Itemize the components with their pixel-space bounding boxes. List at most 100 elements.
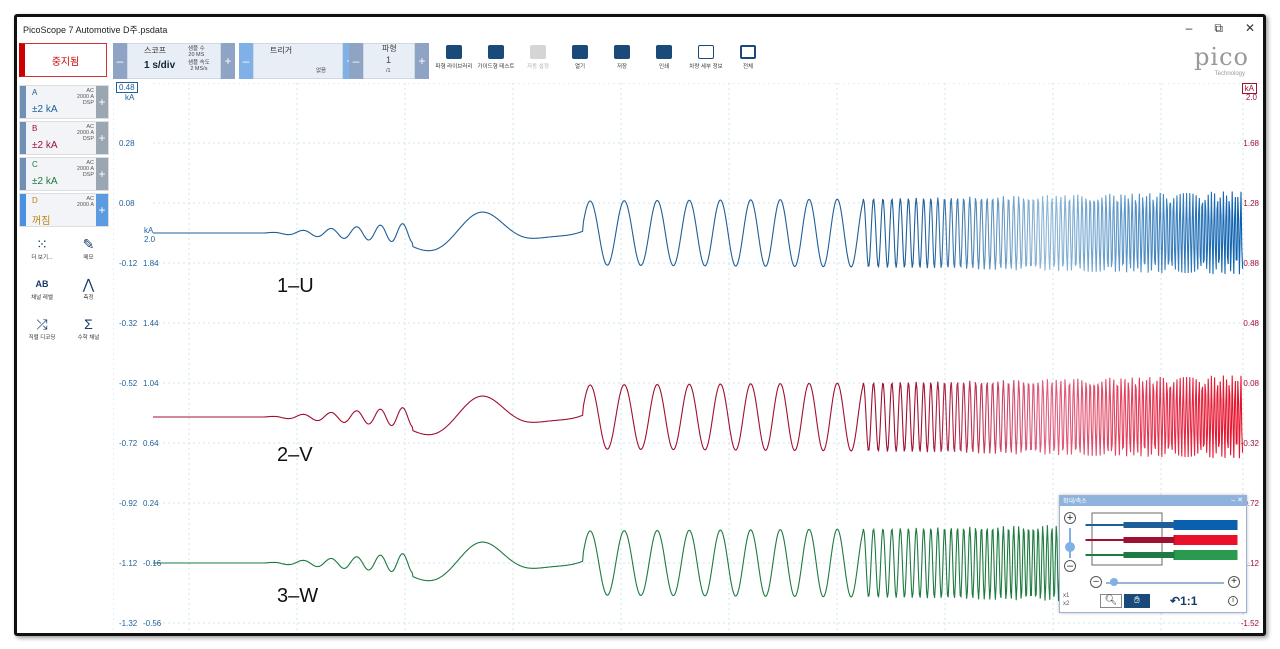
waveform-trace [153, 191, 1244, 275]
axis-tick-label: -1.52 [1240, 619, 1259, 628]
axis-tick-label: 1.44 [143, 319, 159, 328]
zoom-overview-canvas[interactable] [1084, 510, 1240, 570]
annotation-3w[interactable]: 3–W [277, 585, 319, 607]
zoom-in-vertical-button[interactable]: + [1064, 512, 1076, 524]
save-button[interactable]: 저장 [601, 43, 643, 77]
serial-decoding-button[interactable]: ⤮ 직렬 디코딩 [21, 313, 63, 353]
zoom-out-horizontal-button[interactable]: – [1090, 576, 1102, 588]
close-button[interactable]: ✕ [1244, 21, 1255, 35]
waveform-control[interactable]: 파형 1 /1 [363, 43, 415, 79]
serial-icon: ⤮ [36, 316, 48, 332]
axis-tick-label: 1.68 [1243, 139, 1259, 148]
zoom-panel-title: 확대/축소 – ✕ [1060, 496, 1246, 506]
waveform-minus-button[interactable]: – [349, 43, 363, 79]
mid-axis-top: 2.0 [144, 235, 156, 244]
auto-setup-button[interactable]: 자동 설정 [517, 43, 559, 77]
undo-icon: ↶ [1170, 594, 1181, 608]
vehicle-details-button[interactable]: 차량 세부 정보 [685, 43, 727, 77]
vertical-zoom-thumb[interactable] [1065, 542, 1075, 552]
annotation-1u[interactable]: 1–U [277, 275, 314, 297]
axis-tick-label: 0.88 [1243, 259, 1259, 268]
waveform-area[interactable] [112, 82, 1265, 636]
horizontal-zoom-slider[interactable] [1106, 582, 1224, 584]
more-tools-button[interactable]: ⁙ 더 보기... [21, 233, 63, 273]
wand-icon [530, 45, 546, 59]
fullscreen-button[interactable]: 전체 [727, 43, 769, 77]
channel-b-plus[interactable]: + [96, 122, 108, 154]
channel-b[interactable]: B ±2 kA AC 2000 A DSP + [19, 121, 109, 155]
guided-test-button[interactable]: 가이드형 테스트 [475, 43, 517, 77]
channel-c-range: ±2 kA [32, 176, 58, 187]
info-icon[interactable]: i [1228, 596, 1238, 606]
timebase-value: 1 s/div [144, 60, 176, 71]
axis-tick-label: -1.32 [119, 619, 138, 628]
axis-tick-label: 1.84 [143, 259, 159, 268]
save-icon [614, 45, 630, 59]
run-stop-label: 중지됨 [51, 56, 80, 68]
channel-c[interactable]: C ±2 kA AC 2000 A DSP + [19, 157, 109, 191]
samples-label: 샘플 수 20 MS [188, 46, 205, 58]
zoom-panel-close-icon[interactable]: – ✕ [1231, 497, 1243, 504]
channel-d-plus[interactable]: + [96, 194, 108, 226]
guided-test-label: 가이드형 테스트 [477, 64, 515, 70]
axis-tick-label: 0.28 [119, 139, 135, 148]
channel-a[interactable]: A ±2 kA AC 2000 A DSP + [19, 85, 109, 119]
more-tools-label: 더 보기... [31, 255, 53, 261]
horizontal-zoom-thumb[interactable] [1110, 578, 1118, 586]
zoom-overview-panel[interactable]: 확대/축소 – ✕ + – – + x1 x2 🔍︎ ✋︎ ↶1:1 i [1059, 495, 1247, 613]
axis-tick-label: -1.12 [119, 559, 138, 568]
left-axis-top-label[interactable]: 0.48 [116, 82, 138, 93]
print-button[interactable]: 인쇄 [643, 43, 685, 77]
channel-a-plus[interactable]: + [96, 86, 108, 118]
zoom-in-horizontal-button[interactable]: + [1228, 576, 1240, 588]
channel-a-name: A [32, 88, 38, 97]
pan-tool-button[interactable]: ✋︎ [1124, 594, 1150, 608]
channel-c-info: AC 2000 A DSP [76, 160, 94, 178]
axis-tick-label: -0.56 [143, 619, 162, 628]
waveform-library-button[interactable]: 파형 라이브러리 [433, 43, 475, 77]
waveform-number: 1 [386, 55, 392, 65]
axis-tick-label: -0.72 [119, 439, 138, 448]
save-label: 저장 [616, 64, 628, 70]
channel-labels-button[interactable]: AB 채널 레벨 [21, 273, 63, 313]
measurements-label: 측정 [83, 295, 94, 301]
abcd-icon: AB [35, 279, 49, 289]
timebase-control[interactable]: 스코프 1 s/div 샘플 수 20 MS 샘플 속도 2 MS/s [127, 43, 221, 79]
channel-a-minus[interactable] [20, 86, 26, 118]
channel-b-info: AC 2000 A DSP [76, 124, 94, 142]
fullscreen-label: 전체 [742, 64, 754, 70]
channel-b-minus[interactable] [20, 122, 26, 154]
grid-icon: ⁙ [36, 236, 48, 252]
channel-d-minus[interactable] [20, 194, 26, 226]
trigger-minus-button[interactable]: – [239, 43, 253, 79]
restore-button[interactable]: ⧉ [1214, 21, 1223, 35]
run-stop-button[interactable]: 중지됨 [19, 43, 107, 77]
app-window: PicoScope 7 Automotive D주.psdata – ⧉ ✕ 중… [14, 14, 1266, 636]
axis-tick-label: -0.32 [1240, 439, 1259, 448]
waveform-plus-button[interactable]: + [415, 43, 429, 79]
print-icon [656, 45, 672, 59]
timebase-plus-button[interactable]: + [221, 43, 235, 79]
right-axis-unit[interactable]: kA [1241, 83, 1257, 94]
channel-d[interactable]: D 꺼짐 AC 2000 A + [19, 193, 109, 227]
notes-button[interactable]: ✎ 메모 [67, 233, 109, 273]
channel-c-minus[interactable] [20, 158, 26, 190]
zoom-tool-button[interactable]: 🔍︎ [1100, 594, 1122, 608]
axis-tick-label: 0.64 [143, 439, 159, 448]
notes-label: 메모 [83, 255, 94, 261]
annotation-2v[interactable]: 2–V [277, 444, 313, 466]
mid-axis-unit: kA [144, 226, 154, 235]
math-channels-button[interactable]: Σ 수학 채널 [67, 313, 109, 353]
car-icon [488, 45, 504, 59]
channel-c-plus[interactable]: + [96, 158, 108, 190]
measurements-button[interactable]: ⋀ 측정 [67, 273, 109, 313]
minimize-button[interactable]: – [1185, 21, 1193, 35]
channel-b-name: B [32, 124, 38, 133]
rate-label: 샘플 속도 2 MS/s [188, 60, 210, 72]
zoom-reset-button[interactable]: ↶1:1 [1170, 594, 1197, 608]
timebase-minus-button[interactable]: – [113, 43, 127, 79]
zoom-out-vertical-button[interactable]: – [1064, 560, 1076, 572]
open-button[interactable]: 열기 [559, 43, 601, 77]
scope-view[interactable]: 0.48 kA kA 2.0 kA 2.0 0.28 0.08 -0.12 -0.32… [112, 82, 1265, 636]
trigger-control[interactable]: 트리거 없음 [253, 43, 343, 79]
